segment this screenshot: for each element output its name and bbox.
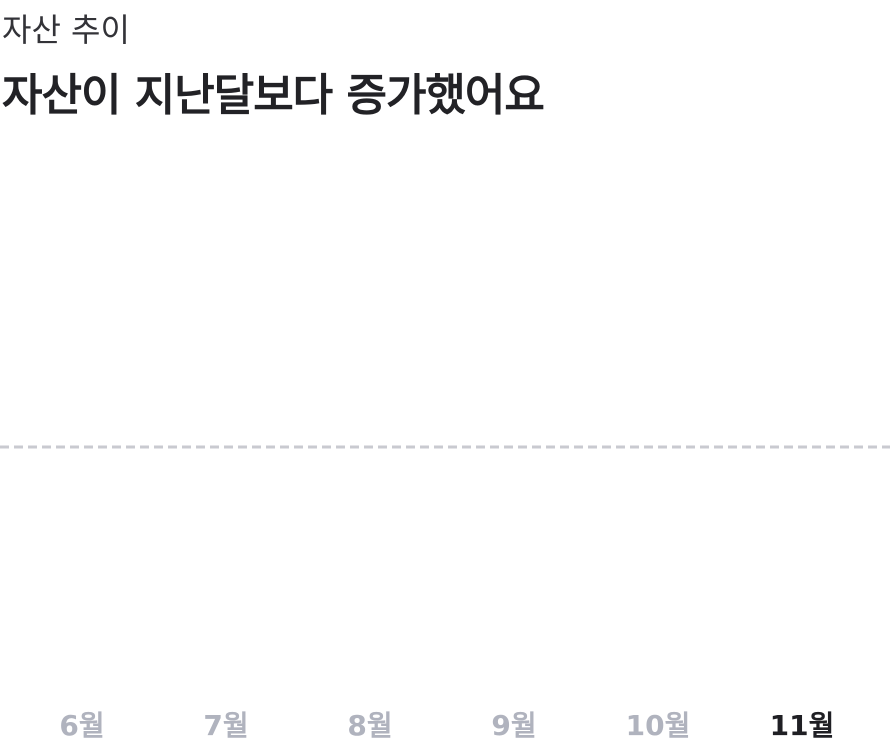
month-tab[interactable]: 7월	[203, 709, 248, 742]
month-tab[interactable]: 8월	[347, 709, 392, 742]
month-tab[interactable]: 10월	[626, 709, 691, 742]
month-tab[interactable]: 6월	[59, 709, 104, 742]
month-tab[interactable]: 11월	[770, 709, 835, 742]
title: 자산이 지난달보다 증가했어요	[2, 70, 545, 121]
month-tab[interactable]: 9월	[491, 709, 536, 742]
subtitle: 자산 추이	[2, 11, 130, 49]
